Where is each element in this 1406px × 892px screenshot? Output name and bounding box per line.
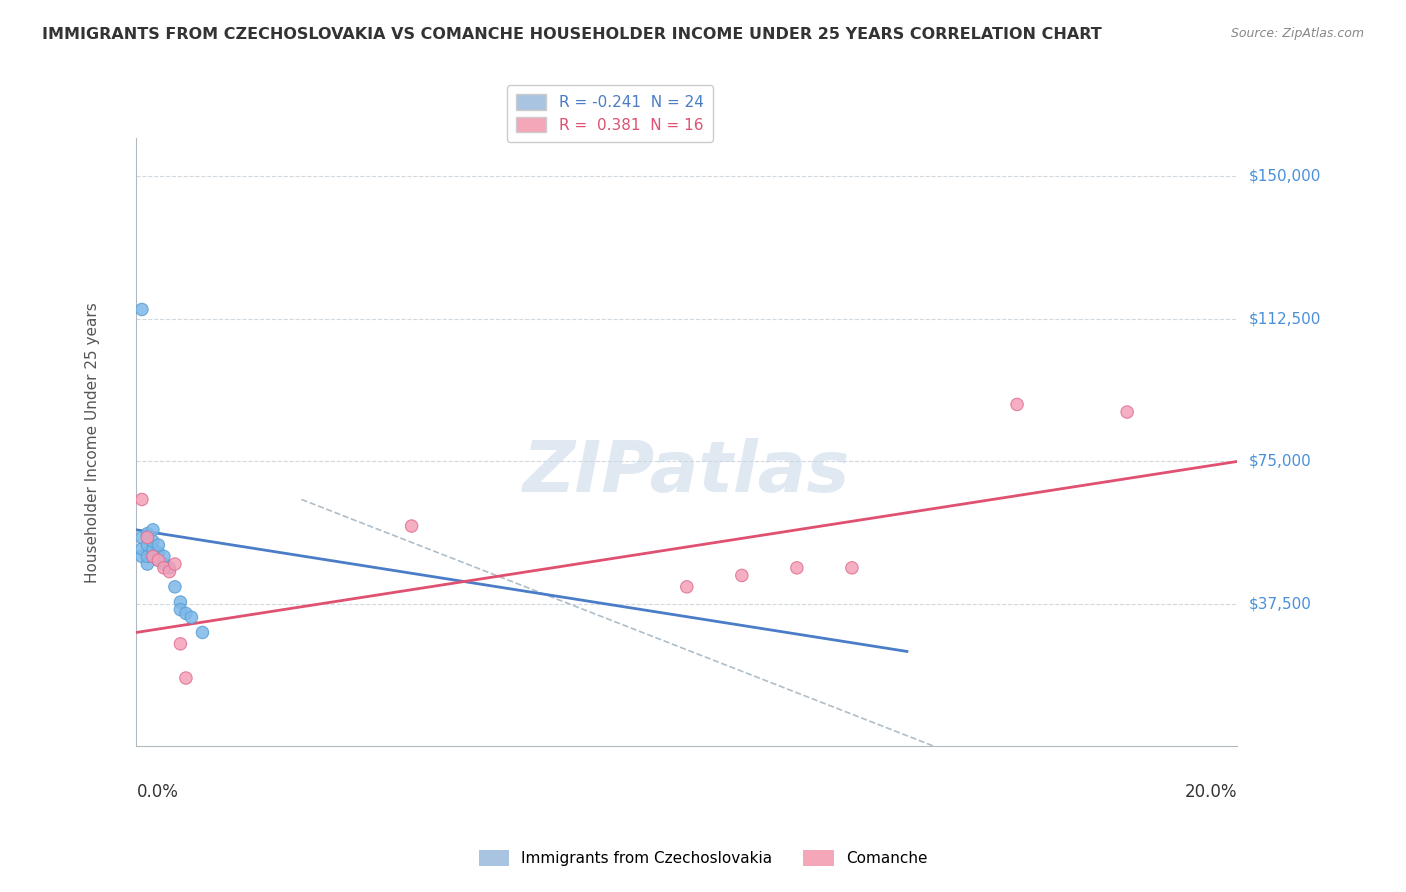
Text: ZIPatlas: ZIPatlas <box>523 438 851 508</box>
Text: Householder Income Under 25 years: Householder Income Under 25 years <box>84 302 100 582</box>
Point <box>148 553 170 567</box>
Point <box>169 637 191 651</box>
Point <box>136 526 159 541</box>
Point <box>142 534 165 549</box>
Text: $112,500: $112,500 <box>1249 311 1320 326</box>
Point <box>731 568 754 582</box>
Point <box>174 607 197 621</box>
Point <box>142 549 165 564</box>
Point <box>131 549 153 564</box>
Point <box>148 553 170 567</box>
Point <box>163 580 186 594</box>
Point <box>786 561 808 575</box>
Text: $150,000: $150,000 <box>1249 169 1320 184</box>
Point <box>153 549 176 564</box>
Point <box>136 531 159 545</box>
Point <box>174 671 197 685</box>
Point <box>169 602 191 616</box>
Point <box>131 541 153 556</box>
Point <box>142 549 165 564</box>
Point <box>136 549 159 564</box>
Legend: Immigrants from Czechoslovakia, Comanche: Immigrants from Czechoslovakia, Comanche <box>470 841 936 875</box>
Point <box>157 565 180 579</box>
Point <box>1116 405 1139 419</box>
Point <box>401 519 423 533</box>
Point <box>191 625 214 640</box>
Point <box>675 580 697 594</box>
Point <box>131 302 153 317</box>
Point <box>153 557 176 571</box>
Point <box>157 561 180 575</box>
Point <box>131 531 153 545</box>
Point <box>136 557 159 571</box>
Point <box>148 538 170 552</box>
Point <box>142 541 165 556</box>
Text: $37,500: $37,500 <box>1249 597 1312 611</box>
Text: 20.0%: 20.0% <box>1185 783 1237 801</box>
Point <box>1005 397 1028 411</box>
Point <box>841 561 863 575</box>
Point <box>148 546 170 560</box>
Text: 0.0%: 0.0% <box>136 783 179 801</box>
Point <box>153 561 176 575</box>
Text: IMMIGRANTS FROM CZECHOSLOVAKIA VS COMANCHE HOUSEHOLDER INCOME UNDER 25 YEARS COR: IMMIGRANTS FROM CZECHOSLOVAKIA VS COMANC… <box>42 27 1102 42</box>
Point <box>180 610 202 624</box>
Text: $75,000: $75,000 <box>1249 454 1310 469</box>
Text: Source: ZipAtlas.com: Source: ZipAtlas.com <box>1230 27 1364 40</box>
Point <box>142 523 165 537</box>
Point <box>163 557 186 571</box>
Point <box>131 492 153 507</box>
Legend: R = -0.241  N = 24, R =  0.381  N = 16: R = -0.241 N = 24, R = 0.381 N = 16 <box>506 86 713 142</box>
Point <box>136 538 159 552</box>
Point <box>169 595 191 609</box>
